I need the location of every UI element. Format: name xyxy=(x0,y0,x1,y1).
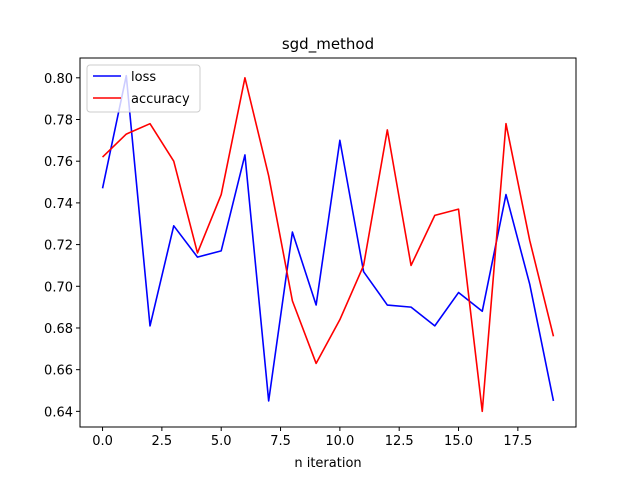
x-axis-label: n iteration xyxy=(294,456,361,471)
y-tick-label: 0.72 xyxy=(44,239,73,254)
axes-frame xyxy=(79,57,577,428)
x-tick-label: 10.0 xyxy=(325,434,354,449)
y-tick-label: 0.76 xyxy=(44,155,73,170)
legend: loss accuracy xyxy=(86,64,201,113)
y-tick-label: 0.80 xyxy=(44,72,73,87)
x-tick-label: 5.0 xyxy=(211,434,232,449)
series-line-accuracy xyxy=(101,77,555,413)
legend-label-accuracy: accuracy xyxy=(131,92,190,107)
y-tick-label: 0.78 xyxy=(44,114,73,129)
x-tick-label: 0.0 xyxy=(92,434,113,449)
y-tick-label: 0.66 xyxy=(44,364,73,379)
series-line-loss xyxy=(101,74,555,402)
legend-label-loss: loss xyxy=(131,70,156,85)
y-tick-label: 0.70 xyxy=(44,280,73,295)
x-tick-label: 2.5 xyxy=(152,434,173,449)
y-tick-label: 0.68 xyxy=(44,322,73,337)
y-axis-ticks: 0.64 0.66 0.68 0.70 0.72 0.74 0.76 0.78 0.80 xyxy=(44,72,80,420)
x-tick-label: 12.5 xyxy=(385,434,414,449)
x-tick-label: 17.5 xyxy=(503,434,532,449)
x-axis-ticks: 0.0 2.5 5.0 7.5 10.0 12.5 15.0 17.5 xyxy=(92,427,532,449)
series-layer xyxy=(101,74,555,413)
chart-title: sgd_method xyxy=(282,35,374,54)
y-tick-label: 0.64 xyxy=(44,405,73,420)
x-tick-label: 15.0 xyxy=(444,434,473,449)
y-tick-label: 0.74 xyxy=(44,197,73,212)
x-tick-label: 7.5 xyxy=(270,434,291,449)
